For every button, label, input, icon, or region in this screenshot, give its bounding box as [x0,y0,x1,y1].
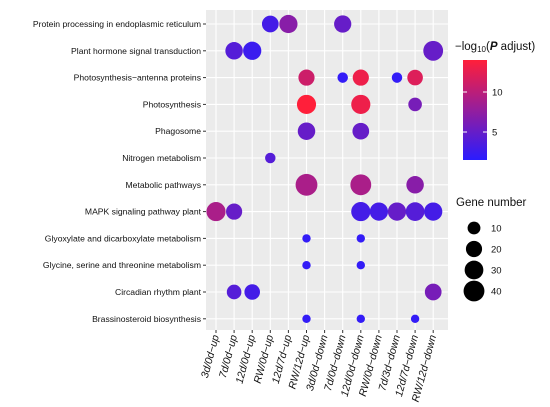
bubble [296,94,317,114]
size-legend-title: Gene number [456,197,526,209]
bubble [243,41,262,60]
color-bar-ticks: 5 10 [463,88,503,139]
size-legend-dot [464,260,484,280]
size-legend-items: 10 20 30 40 [463,221,502,302]
y-tick-label: Plant hormone signal transduction [71,46,201,56]
bubble [356,261,365,270]
bubble [350,174,372,196]
bubbles [206,14,444,323]
bubble [279,14,298,34]
bubble [391,72,403,83]
size-legend: Gene number 10 20 30 40 [456,197,526,302]
y-tick-label: MAPK signaling pathway plant [85,207,202,217]
bubble [298,69,315,86]
bubble [352,69,369,86]
bubble [295,173,318,196]
color-bar-tick-label: 5 [492,128,497,139]
y-tick-label: Glycine, serine and threonine metabolism [43,260,201,270]
bubble [410,314,420,323]
bubble [405,202,425,221]
bubble [408,97,422,112]
y-tick-label: Glyoxylate and dicarboxylate metabolism [45,233,201,243]
bubble [337,72,348,83]
bubble [424,202,443,221]
bubble [261,15,279,33]
bubble [351,94,371,114]
bubble [387,202,407,221]
size-legend-dot [465,240,483,258]
size-legend-label: 40 [491,287,502,298]
x-axis-labels: 3d/0d−up7d/0d−up12d/0d−upRW/0d−up12d/7d−… [199,334,439,404]
y-tick-label: Photosynthesis−antenna proteins [74,73,201,83]
y-axis-labels: Protein processing in endoplasmic reticu… [33,19,202,324]
gridlines [206,10,448,330]
bubble [226,284,242,300]
bubble [352,122,370,140]
bubble [225,42,243,60]
bubble [407,69,423,86]
bubble [226,203,243,220]
color-bar-tick-label: 10 [492,88,503,99]
color-bar [463,60,487,160]
size-legend-label: 10 [491,224,502,235]
size-legend-dot [467,221,481,235]
size-legend-dot [463,280,485,302]
bubble [423,40,444,61]
color-legend-title: −log10(P adjust) [455,41,535,54]
y-tick-label: Protein processing in endoplasmic reticu… [33,19,201,29]
bubble [244,284,260,300]
bubble [334,15,352,33]
plot-panel [206,10,448,330]
y-tick-label: Photosynthesis [143,99,201,109]
y-tick-label: Circadian rhythm plant [115,287,202,297]
bubble [351,202,371,222]
bubble [302,261,311,270]
y-tick-label: Nitrogen metabolism [122,153,201,163]
y-tick-label: Phagosome [155,126,201,136]
bubble [356,234,365,243]
bubble [424,283,442,301]
bubble [302,314,311,323]
y-axis-ticks [203,23,206,320]
x-axis-ticks [215,330,434,333]
bubble [265,152,276,164]
color-legend: −log10(P adjust) 5 10 [455,41,535,160]
bubble [297,122,316,140]
size-legend-label: 30 [491,266,502,277]
bubble [406,176,424,194]
bubble [356,314,365,323]
y-tick-label: Brassinosteroid biosynthesis [92,314,201,324]
size-legend-label: 20 [491,245,502,256]
bubble [369,202,389,221]
y-tick-label: Metabolic pathways [126,180,201,190]
bubble [206,202,226,222]
bubble [302,234,311,243]
